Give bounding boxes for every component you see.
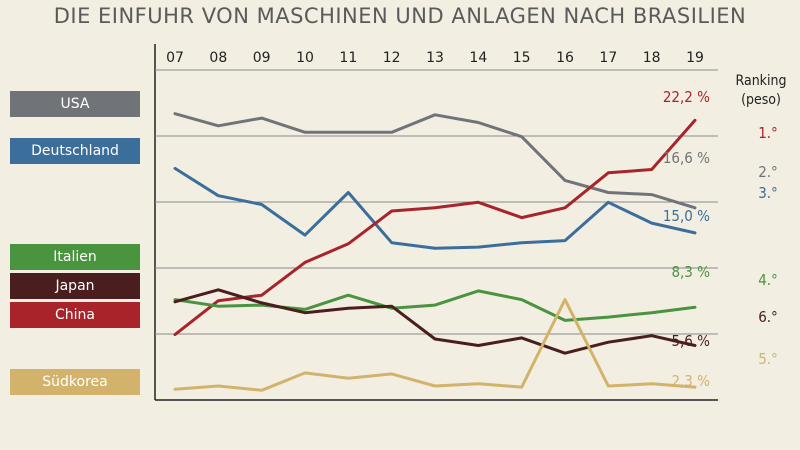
x-tick-label: 19 bbox=[686, 50, 704, 66]
series-line-italien bbox=[173, 289, 697, 322]
ranking-label: 1.° bbox=[758, 124, 778, 142]
ranking-header-line1: Ranking bbox=[735, 73, 787, 89]
end-value-label: 2,3 % bbox=[671, 372, 710, 390]
chart-title: DIE EINFUHR VON MASCHINEN UND ANLAGEN NA… bbox=[53, 4, 747, 28]
ranking-labels: 2.° 3.° 1.° 4.° 6.° 5.° bbox=[758, 124, 778, 368]
legend-label: China bbox=[55, 307, 95, 323]
x-tick-label: 18 bbox=[643, 50, 661, 66]
legend-label: USA bbox=[60, 96, 90, 112]
x-tick-label: 17 bbox=[599, 50, 617, 66]
x-tick-label: 10 bbox=[296, 50, 314, 66]
series-line-china bbox=[173, 118, 697, 337]
legend-label: Südkorea bbox=[42, 374, 108, 390]
x-tick-label: 15 bbox=[513, 50, 531, 66]
end-value-label: 22,2 % bbox=[663, 88, 710, 106]
x-tick-label: 16 bbox=[556, 50, 574, 66]
x-tick-label: 07 bbox=[166, 50, 184, 66]
series-line-usa bbox=[173, 112, 697, 210]
series-line-südkorea bbox=[173, 298, 697, 392]
grid bbox=[154, 44, 718, 401]
legend-label: Deutschland bbox=[31, 143, 119, 159]
x-axis-ticks: 07 08 09 10 11 12 13 14 15 16 17 18 19 bbox=[166, 50, 704, 66]
x-tick-label: 11 bbox=[339, 50, 357, 66]
x-tick-label: 14 bbox=[469, 50, 487, 66]
end-value-label: 16,6 % bbox=[663, 149, 710, 167]
ranking-label: 4.° bbox=[758, 271, 778, 289]
x-tick-label: 13 bbox=[426, 50, 444, 66]
ranking-label: 2.° bbox=[758, 163, 778, 181]
end-value-label: 8,3 % bbox=[671, 263, 710, 281]
legend-china: China bbox=[10, 302, 140, 328]
ranking-header-line2: (peso) bbox=[741, 92, 781, 108]
ranking-label: 6.° bbox=[758, 308, 778, 326]
end-value-label: 15,0 % bbox=[663, 207, 710, 225]
legend-italien: Italien bbox=[10, 244, 140, 270]
legend-suedkorea: Südkorea bbox=[10, 369, 140, 395]
legend-usa: USA bbox=[10, 91, 140, 117]
series-lines bbox=[173, 112, 697, 392]
ranking-label: 3.° bbox=[758, 184, 778, 202]
ranking-header: Ranking (peso) bbox=[726, 72, 796, 110]
x-tick-label: 08 bbox=[209, 50, 227, 66]
x-tick-label: 12 bbox=[383, 50, 401, 66]
end-value-label: 5,6 % bbox=[671, 332, 710, 350]
series-line-deutschland bbox=[173, 166, 697, 250]
legend-deutschland: Deutschland bbox=[10, 138, 140, 164]
end-labels: 16,6 % 15,0 % 22,2 % 8,3 % 5,6 % 2,3 % bbox=[663, 88, 710, 390]
series-line-japan bbox=[173, 288, 697, 355]
ranking-label: 5.° bbox=[758, 350, 778, 368]
legend-label: Japan bbox=[55, 278, 95, 294]
legend-japan: Japan bbox=[10, 273, 140, 299]
x-tick-label: 09 bbox=[253, 50, 271, 66]
legend-label: Italien bbox=[53, 249, 97, 265]
